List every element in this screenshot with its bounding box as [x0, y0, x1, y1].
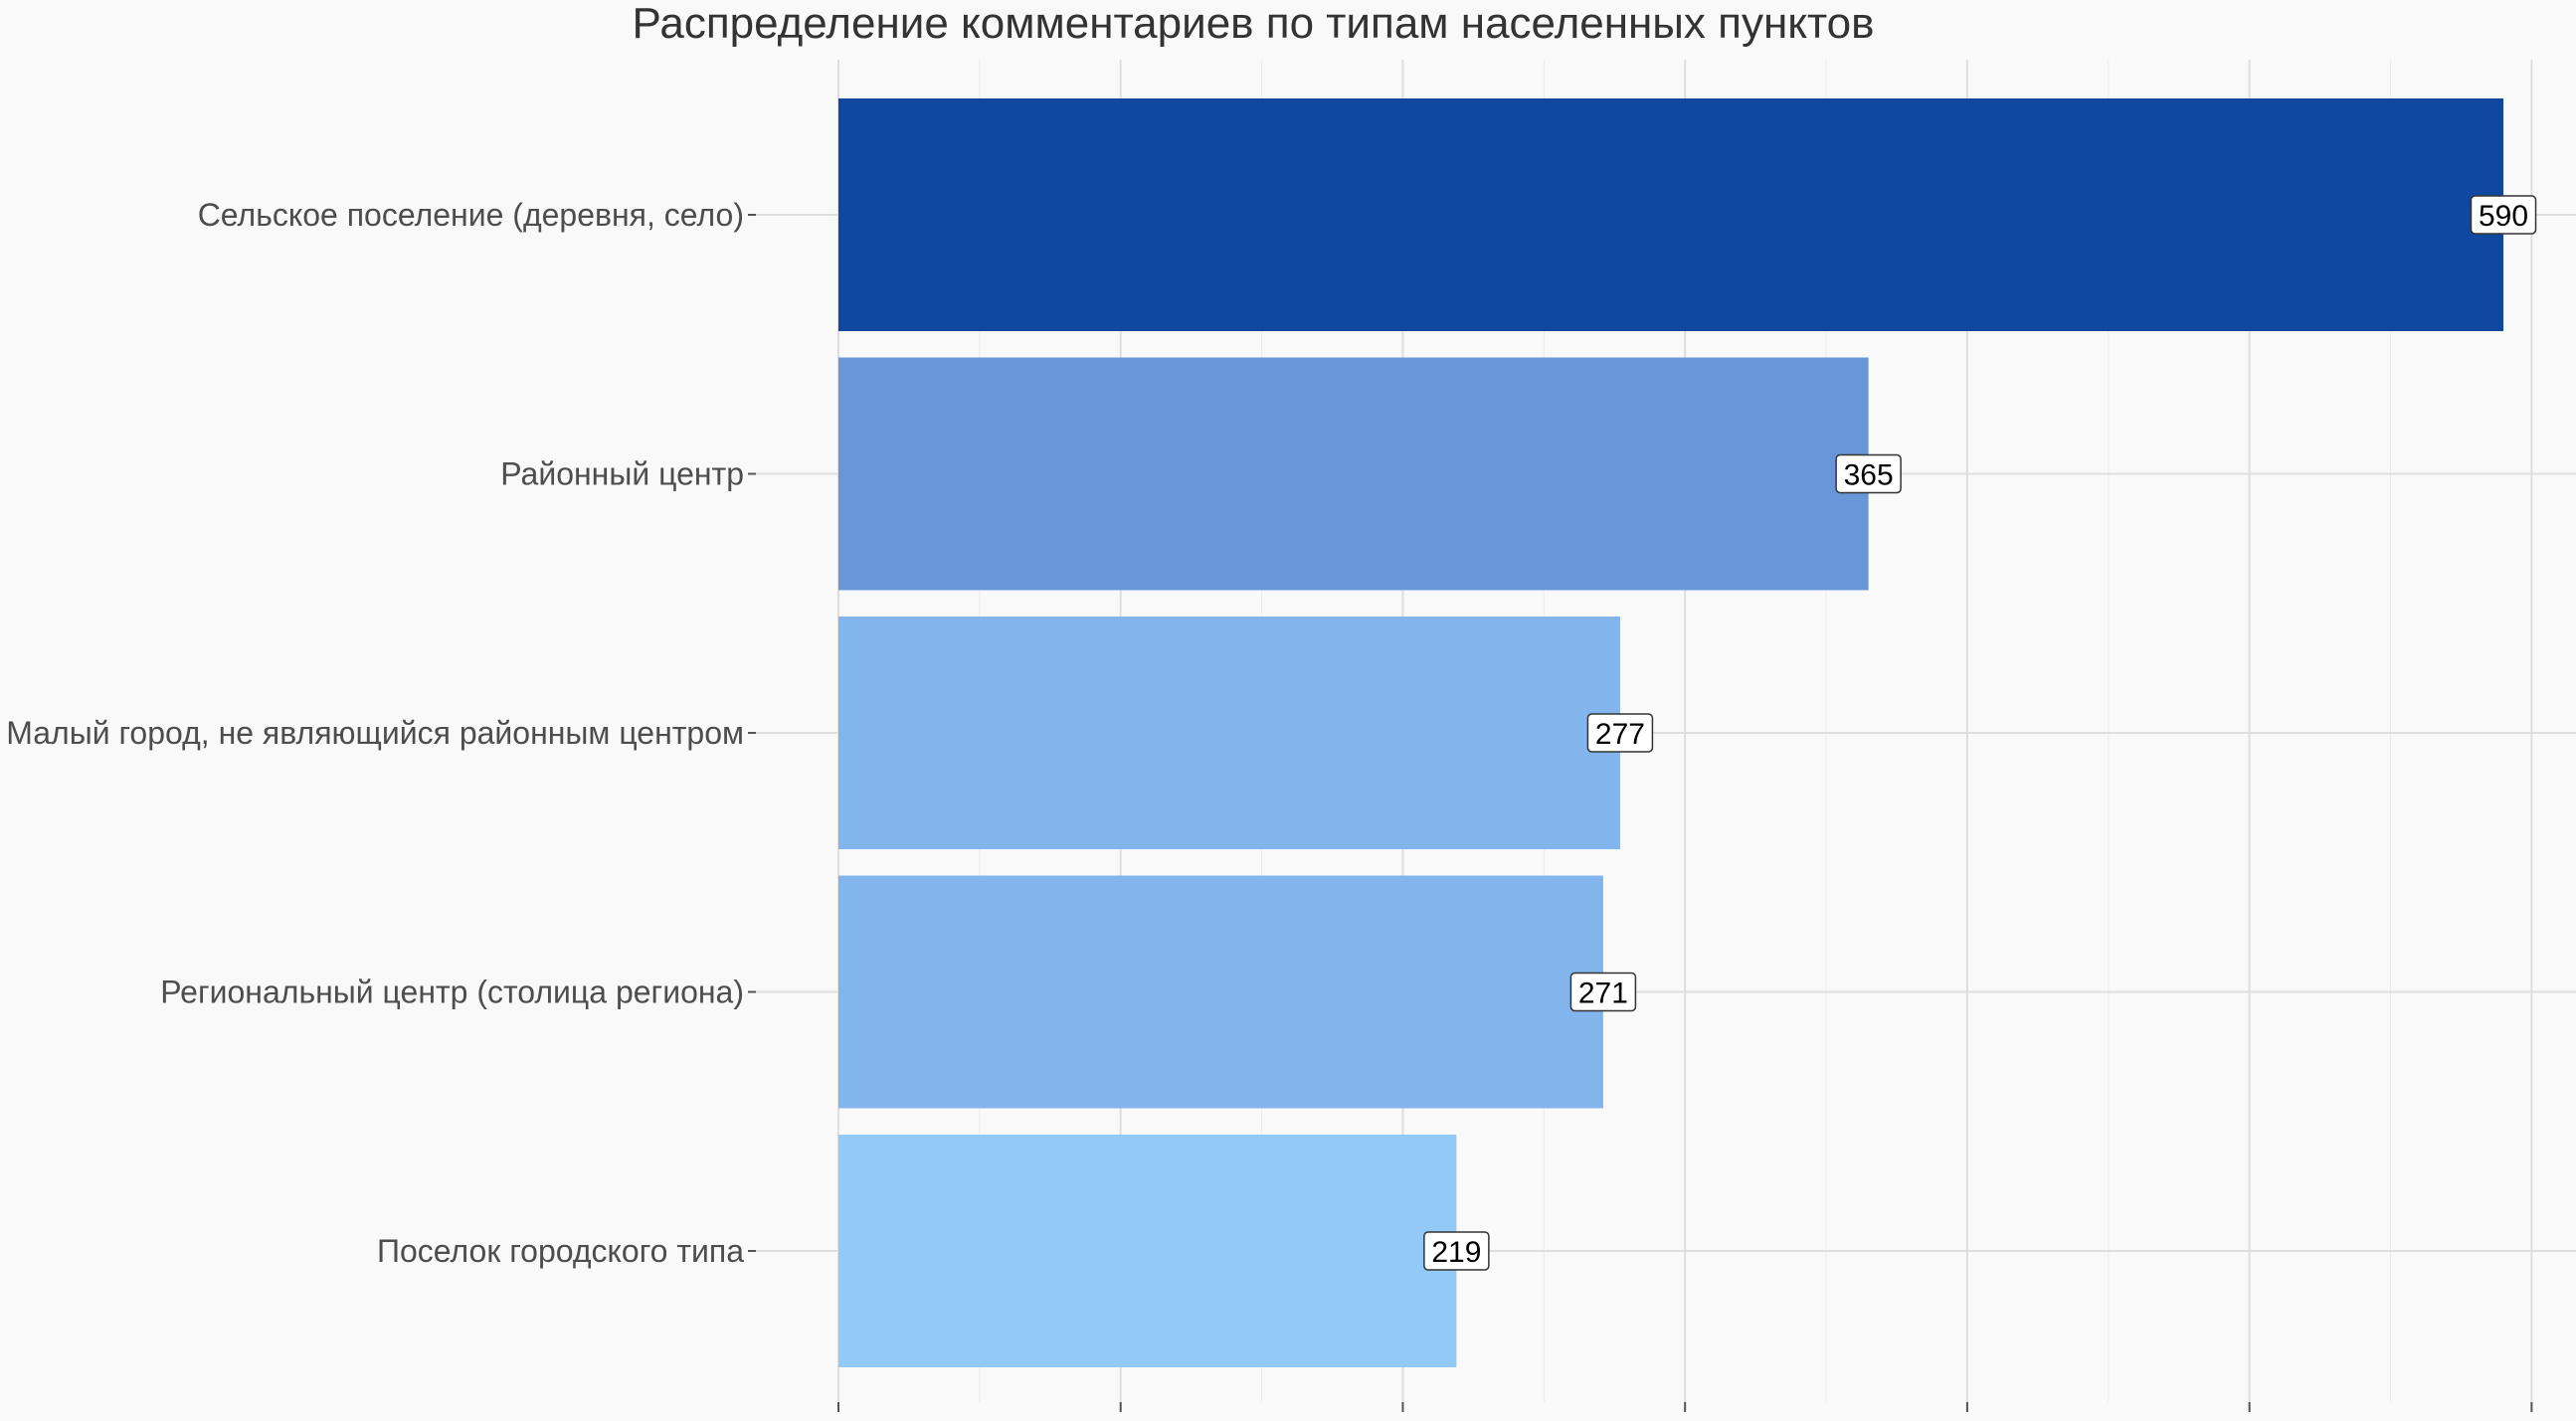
bar — [838, 875, 1603, 1109]
category-label: Районный центр — [500, 456, 744, 492]
value-label-box — [1586, 713, 1654, 753]
value-label: 271 — [1569, 972, 1637, 1012]
value-label: 219 — [1423, 1231, 1490, 1271]
value-label-text: 219 — [1431, 1236, 1481, 1269]
bar — [838, 357, 1869, 591]
bar — [838, 1135, 1457, 1367]
bar-layer — [838, 98, 2503, 1367]
category-label: Поселок городского типа — [377, 1233, 744, 1269]
bar — [838, 98, 2503, 331]
value-label-text: 277 — [1595, 718, 1645, 751]
value-label-box — [1423, 1231, 1490, 1271]
value-label-text: 365 — [1844, 459, 1894, 492]
value-label-box — [2470, 195, 2537, 235]
tick-layer — [748, 214, 2533, 1412]
bar — [838, 617, 1620, 849]
value-label: 590 — [2470, 195, 2537, 235]
category-label: Сельское поселение (деревня, село) — [198, 197, 744, 233]
chart-title: Распределение комментариев по типам насе… — [632, 0, 1874, 48]
value-label-text: 271 — [1578, 977, 1628, 1010]
category-label: Региональный центр (столица региона) — [160, 975, 744, 1010]
value-label: 277 — [1586, 713, 1654, 753]
category-label: Малый город, не являющийся районным цент… — [6, 715, 744, 751]
value-label-box — [1569, 972, 1637, 1012]
value-label-text: 590 — [2479, 200, 2528, 233]
label-layer: Сельское поселение (деревня, село) 590 Рай… — [6, 195, 2537, 1271]
value-label-box — [1835, 453, 1902, 494]
value-label: 365 — [1835, 453, 1902, 494]
